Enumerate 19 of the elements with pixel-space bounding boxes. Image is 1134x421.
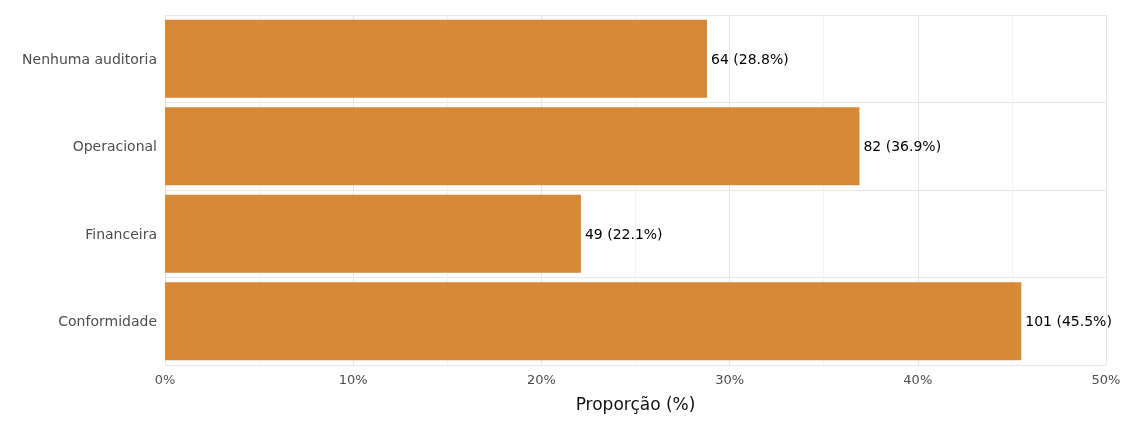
- data-label: 101 (45.5%): [1025, 313, 1112, 330]
- bar: [165, 194, 581, 273]
- y-tick-label: Financeira: [85, 225, 157, 242]
- x-tick-label: 50%: [1091, 372, 1121, 387]
- x-tick-label: 40%: [903, 372, 933, 387]
- y-tick-label: Nenhuma auditoria: [22, 50, 157, 67]
- y-tick-label: Operacional: [72, 138, 157, 155]
- data-label: 64 (28.8%): [711, 50, 789, 67]
- bar: [165, 282, 1022, 361]
- x-tick-label: 0%: [154, 372, 176, 387]
- data-label: 82 (36.9%): [863, 138, 942, 155]
- y-tick-label: Conformidade: [58, 313, 157, 330]
- x-tick-label: 30%: [715, 372, 745, 387]
- x-tick-label: 10%: [338, 372, 368, 387]
- bar: [165, 107, 860, 186]
- x-axis-title: Proporção (%): [575, 393, 696, 414]
- data-label: 49 (22.1%): [584, 225, 663, 242]
- bar: [165, 19, 708, 98]
- x-tick-label: 20%: [526, 372, 556, 387]
